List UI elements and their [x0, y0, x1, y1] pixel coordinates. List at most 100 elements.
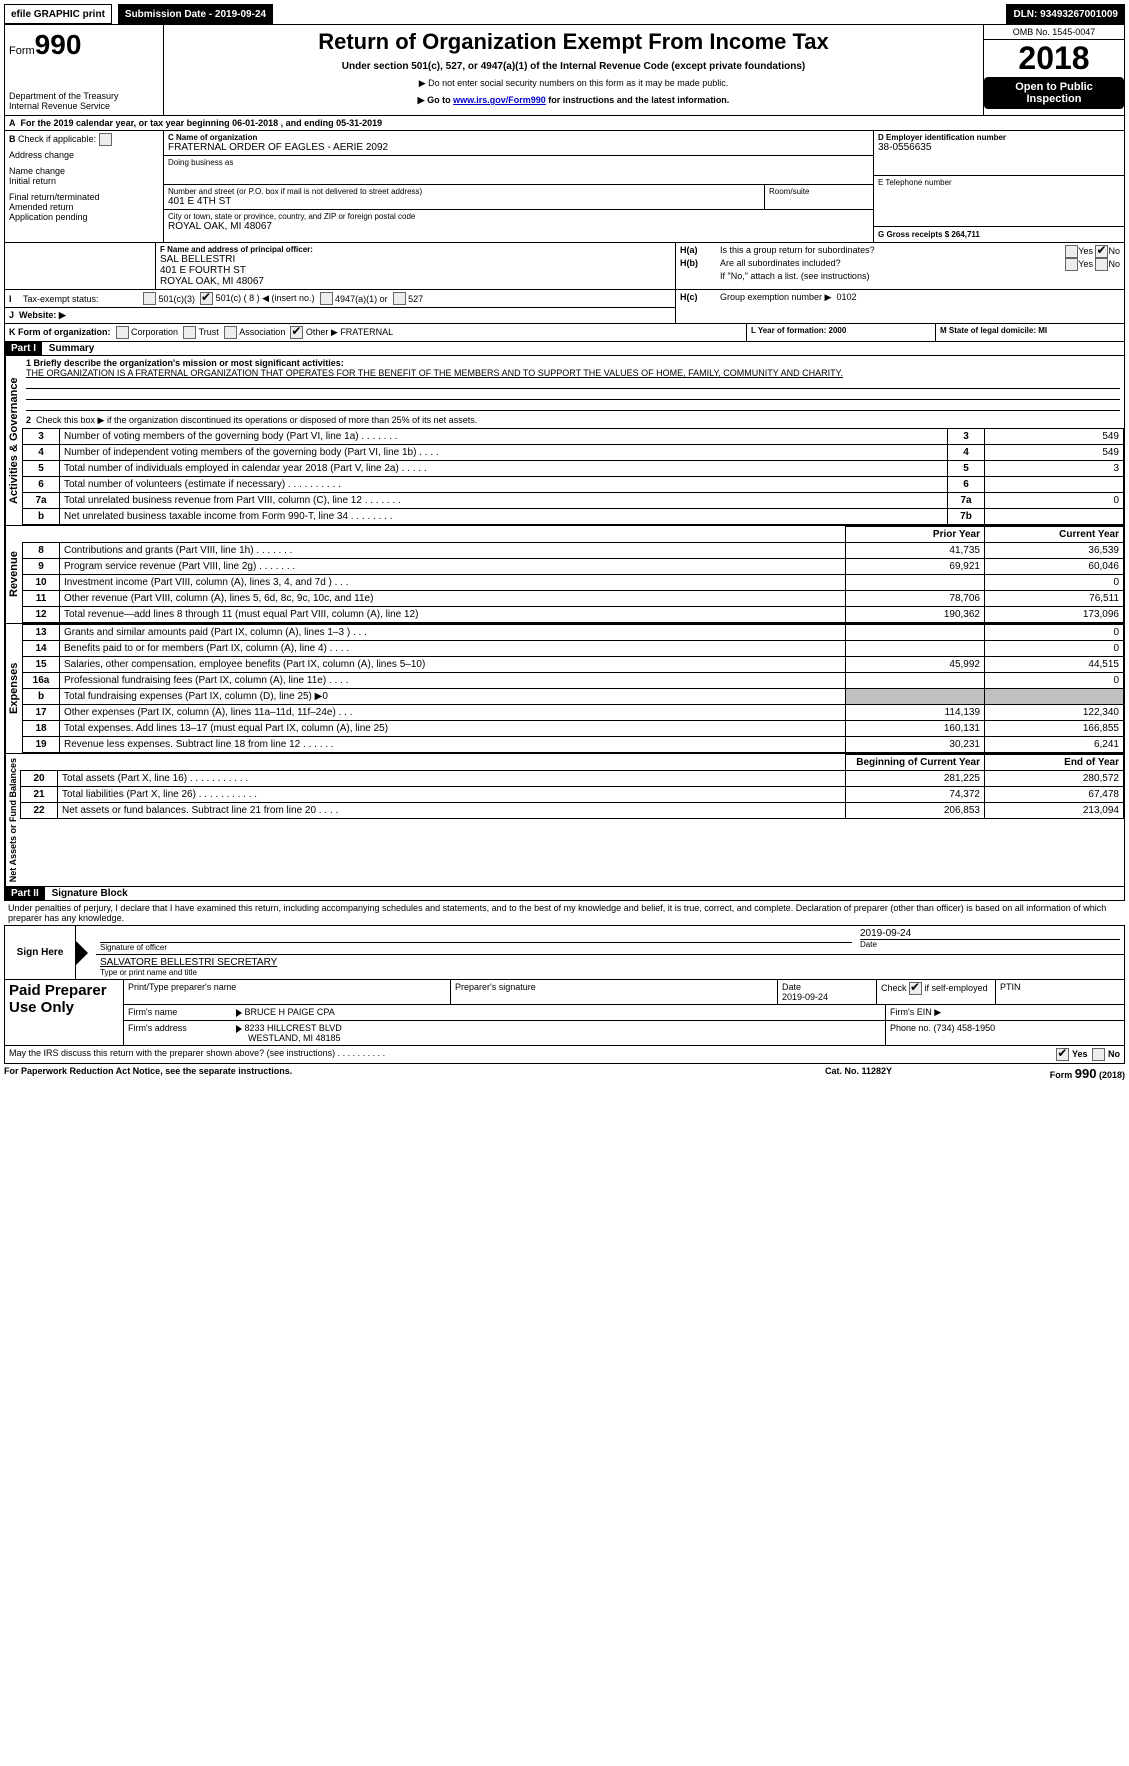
- part1-title: Summary: [45, 343, 95, 354]
- ein-label: D Employer identification number: [878, 133, 1120, 142]
- ptin-head: PTIN: [996, 980, 1124, 1004]
- footer-left: For Paperwork Reduction Act Notice, see …: [4, 1066, 825, 1081]
- table-row: 19Revenue less expenses. Subtract line 1…: [23, 737, 1124, 753]
- governance-table: 3Number of voting members of the governi…: [22, 428, 1124, 525]
- boxb-opt-3: Final return/terminated: [9, 192, 159, 202]
- table-row: 17Other expenses (Part IX, column (A), l…: [23, 705, 1124, 721]
- officer-block: F Name and address of principal officer:…: [4, 243, 1125, 290]
- prep-name-head: Print/Type preparer's name: [124, 980, 451, 1004]
- open-to-public: Open to Public Inspection: [984, 77, 1124, 109]
- ha-question: Is this a group return for subordinates?: [720, 245, 1065, 258]
- self-emp-text: if self-employed: [925, 983, 988, 993]
- boxk-label: K Form of organization:: [9, 327, 111, 337]
- opt-527: 527: [408, 294, 423, 304]
- table-row: 7aTotal unrelated business revenue from …: [23, 493, 1124, 509]
- 501c3-checkbox[interactable]: [143, 292, 156, 305]
- part1-header-row: Part I Summary: [4, 342, 1125, 356]
- preparer-label-text: Paid Preparer Use Only: [9, 982, 119, 1016]
- hc-label: H(c): [680, 292, 720, 303]
- boxb-label: Check if applicable:: [18, 134, 96, 144]
- opt-501c: 501(c) ( 8 ) ◀ (insert no.): [216, 293, 315, 304]
- preparer-block: Paid Preparer Use Only Print/Type prepar…: [4, 980, 1125, 1046]
- table-row: 11Other revenue (Part VIII, column (A), …: [23, 591, 1124, 607]
- boxb-opt-4: Amended return: [9, 202, 159, 212]
- table-row: 15Salaries, other compensation, employee…: [23, 657, 1124, 673]
- box-b: B Check if applicable: Address change Na…: [5, 131, 164, 242]
- form-note1: ▶ Do not enter social security numbers o…: [168, 78, 979, 89]
- revenue-section: Revenue Prior Year Current Year 8Contrib…: [4, 526, 1125, 624]
- trust-checkbox[interactable]: [183, 326, 196, 339]
- discuss-no-checkbox[interactable]: [1092, 1048, 1105, 1061]
- part1-label: Part I: [5, 342, 42, 355]
- governance-section: Activities & Governance 1 Briefly descri…: [4, 356, 1125, 526]
- form-subtitle: Under section 501(c), 527, or 4947(a)(1)…: [168, 61, 979, 72]
- revenue-vlabel: Revenue: [5, 526, 22, 623]
- hb-yes-checkbox[interactable]: [1065, 258, 1078, 271]
- prep-date: 2019-09-24: [782, 992, 872, 1002]
- officer-name: SAL BELLESTRI: [160, 254, 671, 265]
- firm-addr1: 8233 HILLCREST BLVD: [245, 1023, 342, 1033]
- 501c-checkbox[interactable]: [200, 292, 213, 305]
- 4947-checkbox[interactable]: [320, 292, 333, 305]
- ha-yes-checkbox[interactable]: [1065, 245, 1078, 258]
- netassets-section: Net Assets or Fund Balances Beginning of…: [4, 754, 1125, 887]
- mission-block: 1 Briefly describe the organization's mi…: [22, 356, 1124, 413]
- table-row: 13Grants and similar amounts paid (Part …: [23, 625, 1124, 641]
- submission-date: Submission Date - 2019-09-24: [118, 4, 273, 24]
- city-label: City or town, state or province, country…: [168, 212, 869, 221]
- firm-ein-label: Firm's EIN ▶: [885, 1005, 1124, 1020]
- table-row: 20Total assets (Part X, line 16) . . . .…: [21, 771, 1124, 787]
- hb-no-checkbox[interactable]: [1095, 258, 1108, 271]
- firm-phone: Phone no. (734) 458-1950: [885, 1021, 1124, 1045]
- ein-value: 38-0556635: [878, 142, 1120, 153]
- prep-sig-head: Preparer's signature: [451, 980, 778, 1004]
- table-row: 14Benefits paid to or for members (Part …: [23, 641, 1124, 657]
- officer-addr1: 401 E FOURTH ST: [160, 265, 671, 276]
- discuss-yes: Yes: [1072, 1049, 1088, 1059]
- officer-addr2: ROYAL OAK, MI 48067: [160, 276, 671, 287]
- hb-label: H(b): [680, 258, 720, 271]
- line2: 2 Check this box ▶ if the organization d…: [22, 413, 1124, 428]
- opt-4947: 4947(a)(1) or: [335, 294, 388, 304]
- header-right: OMB No. 1545-0047 2018 Open to Public In…: [983, 25, 1124, 115]
- 527-checkbox[interactable]: [393, 292, 406, 305]
- hc-question: Group exemption number ▶: [720, 292, 831, 303]
- tax-year: 2018: [984, 40, 1124, 77]
- org-form-block: K Form of organization: Corporation Trus…: [4, 324, 1125, 342]
- footer: For Paperwork Reduction Act Notice, see …: [4, 1064, 1125, 1081]
- form990-link[interactable]: www.irs.gov/Form990: [453, 95, 546, 105]
- top-bar: efile GRAPHIC print Submission Date - 20…: [4, 4, 1125, 24]
- opt-assoc: Association: [239, 327, 285, 337]
- discuss-yes-checkbox[interactable]: [1056, 1048, 1069, 1061]
- boxc-name-label: C Name of organization: [168, 133, 869, 142]
- hb-question: Are all subordinates included?: [720, 258, 1065, 271]
- phone-label: E Telephone number: [878, 178, 1120, 187]
- discuss-question: May the IRS discuss this return with the…: [9, 1048, 1056, 1061]
- status-block: I Tax-exempt status: 501(c)(3) 501(c) ( …: [4, 290, 1125, 324]
- corp-checkbox[interactable]: [116, 326, 129, 339]
- header-mid: Return of Organization Exempt From Incom…: [164, 25, 983, 115]
- tax-period: A For the 2019 calendar year, or tax yea…: [4, 116, 1125, 131]
- efile-label: efile GRAPHIC print: [4, 4, 112, 24]
- box-k: K Form of organization: Corporation Trus…: [5, 324, 747, 341]
- line16b-prior: [846, 689, 985, 705]
- ha-no: No: [1108, 246, 1120, 256]
- begin-year-head: Beginning of Current Year: [846, 755, 985, 771]
- assoc-checkbox[interactable]: [224, 326, 237, 339]
- checkbox-applicable[interactable]: [99, 133, 112, 146]
- org-name: FRATERNAL ORDER OF EAGLES - AERIE 2092: [168, 142, 869, 153]
- table-row: 3Number of voting members of the governi…: [23, 429, 1124, 445]
- table-row: 6Total number of volunteers (estimate if…: [23, 477, 1124, 493]
- gross-receipts: G Gross receipts $ 264,711: [878, 230, 980, 239]
- self-employed-checkbox[interactable]: [909, 982, 922, 995]
- preparer-label: Paid Preparer Use Only: [5, 980, 124, 1045]
- form-990: 990: [35, 29, 82, 60]
- form-prefix: Form: [9, 45, 35, 57]
- other-checkbox[interactable]: [290, 326, 303, 339]
- table-row: bNet unrelated business taxable income f…: [23, 509, 1124, 525]
- ha-no-checkbox[interactable]: [1095, 245, 1108, 258]
- boxb-opt-1: Name change: [9, 166, 159, 176]
- opt-trust: Trust: [199, 327, 219, 337]
- hc-value: 0102: [837, 292, 857, 303]
- boxb-opt-5: Application pending: [9, 212, 159, 222]
